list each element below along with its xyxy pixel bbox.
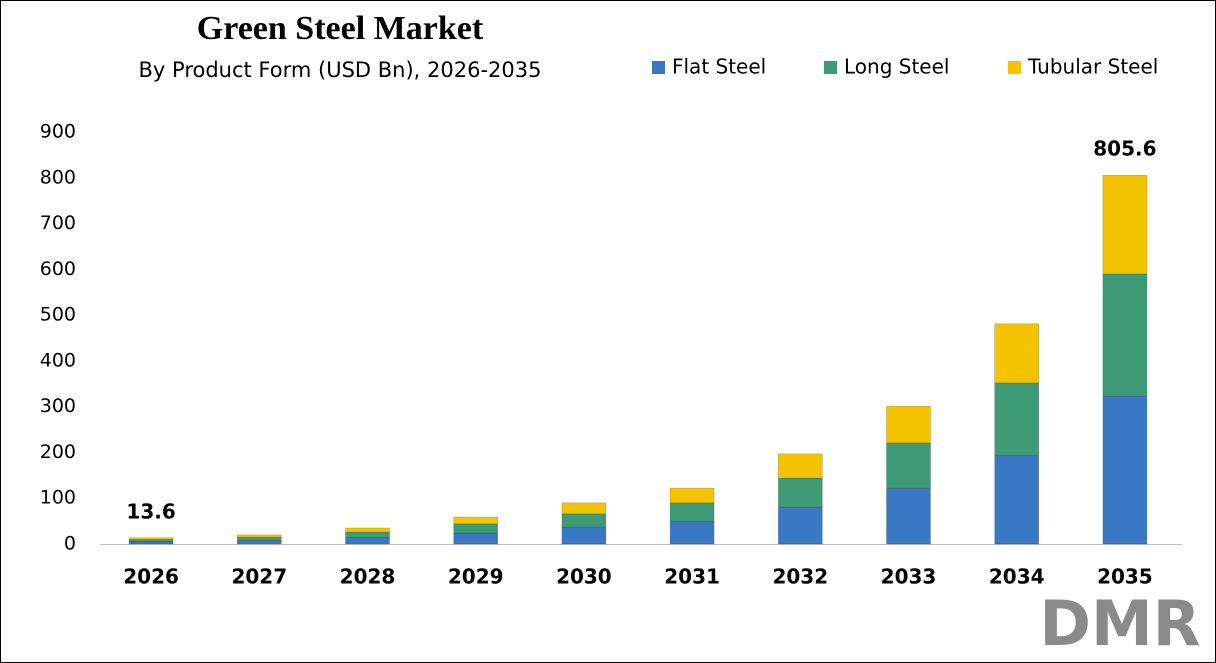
x-tick-label: 2028 xyxy=(340,565,396,589)
bar-segment xyxy=(453,516,499,525)
bar-segment xyxy=(561,513,607,528)
legend-swatch xyxy=(824,61,837,74)
x-tick-label: 2029 xyxy=(448,565,504,589)
bar-segment xyxy=(453,523,499,534)
x-tick-label: 2026 xyxy=(123,565,179,589)
bar-segment xyxy=(128,537,174,540)
bar-segment xyxy=(886,405,931,444)
y-tick-label: 700 xyxy=(40,212,76,234)
bar-segment xyxy=(1102,174,1148,275)
x-tick-label: 2030 xyxy=(556,565,612,589)
bar-segment xyxy=(669,520,715,545)
total-label: 13.6 xyxy=(126,499,175,523)
total-label: 805.6 xyxy=(1093,137,1156,161)
bar-segment xyxy=(345,531,390,538)
bar-segment xyxy=(886,487,931,545)
bar-segment xyxy=(994,323,1040,384)
bar-segment xyxy=(777,453,823,479)
bar-segment xyxy=(237,534,282,538)
legend-label: Long Steel xyxy=(844,55,949,79)
bar-segment xyxy=(994,454,1040,545)
x-tick-label: 2027 xyxy=(231,565,287,589)
x-tick-label: 2033 xyxy=(881,565,937,589)
x-tick-label: 2032 xyxy=(772,565,828,589)
bar-segment xyxy=(453,532,499,545)
bar-segment xyxy=(1102,273,1148,397)
bar-segment xyxy=(777,506,823,545)
y-tick-label: 200 xyxy=(40,441,76,463)
y-tick-label: 500 xyxy=(40,304,76,326)
legend-label: Tubular Steel xyxy=(1027,55,1158,79)
y-tick-label: 0 xyxy=(64,533,76,555)
bar-segment xyxy=(237,540,282,545)
bar-segment xyxy=(886,442,931,489)
bar-segment xyxy=(128,539,174,542)
chart-title: Green Steel Market xyxy=(197,10,484,47)
legend-swatch xyxy=(1008,61,1021,74)
y-tick-label: 400 xyxy=(40,349,76,371)
y-tick-label: 800 xyxy=(40,166,76,188)
bar-segment xyxy=(561,502,607,515)
y-tick-label: 100 xyxy=(40,487,76,509)
chart-subtitle: By Product Form (USD Bn), 2026-2035 xyxy=(139,58,542,82)
logo: DMR xyxy=(1040,587,1201,660)
legend-swatch xyxy=(652,61,665,74)
bar-segment xyxy=(345,527,390,533)
y-tick-label: 600 xyxy=(40,258,76,280)
bar-segment xyxy=(1102,395,1148,545)
bar-segment xyxy=(669,487,715,504)
bar-segment xyxy=(128,541,174,545)
bar-segment xyxy=(237,536,282,541)
bar-segment xyxy=(345,537,390,545)
x-tick-label: 2031 xyxy=(664,565,720,589)
bar-segment xyxy=(561,526,607,545)
legend-label: Flat Steel xyxy=(672,55,766,79)
y-tick-label: 300 xyxy=(40,395,76,417)
bar-segment xyxy=(669,502,715,522)
x-tick-label: 2035 xyxy=(1097,565,1153,589)
bar-segment xyxy=(994,382,1040,456)
x-tick-label: 2034 xyxy=(989,565,1045,589)
bar-segment xyxy=(777,477,823,508)
y-tick-label: 900 xyxy=(40,121,76,143)
